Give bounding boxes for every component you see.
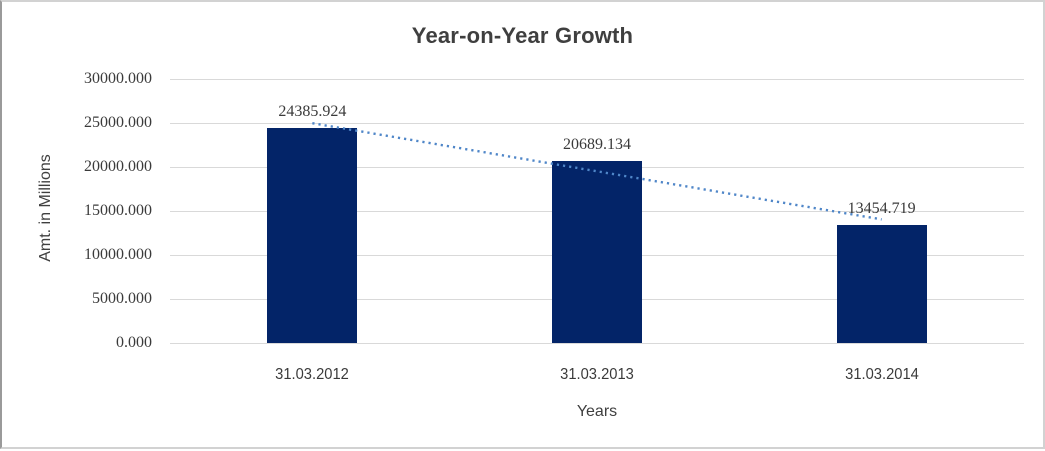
bar-value-label: 13454.719 xyxy=(847,199,916,217)
bar-value-label: 24385.924 xyxy=(278,103,347,121)
gridline xyxy=(170,79,1024,80)
bar-value-label: 20689.134 xyxy=(563,135,631,153)
y-tick-label: 5000.000 xyxy=(92,290,152,307)
y-tick-label: 0.000 xyxy=(116,334,152,351)
y-tick-label: 25000.000 xyxy=(84,114,152,131)
y-tick-label: 10000.000 xyxy=(84,246,152,263)
gridline xyxy=(170,123,1024,124)
x-tick-label: 31.03.2013 xyxy=(560,366,634,383)
y-tick-label: 30000.000 xyxy=(84,70,152,87)
x-tick-label: 31.03.2012 xyxy=(275,366,350,383)
y-tick-label: 15000.000 xyxy=(84,202,152,219)
bar[interactable] xyxy=(267,128,358,343)
x-tick-label: 31.03.2014 xyxy=(844,366,919,383)
gridline xyxy=(170,343,1024,344)
chart-title: Year-on-Year Growth xyxy=(411,23,634,48)
y-tick-label: 20000.000 xyxy=(84,158,152,175)
bar[interactable] xyxy=(836,224,927,343)
x-axis-title: Years xyxy=(576,403,618,420)
bar[interactable] xyxy=(552,160,642,343)
